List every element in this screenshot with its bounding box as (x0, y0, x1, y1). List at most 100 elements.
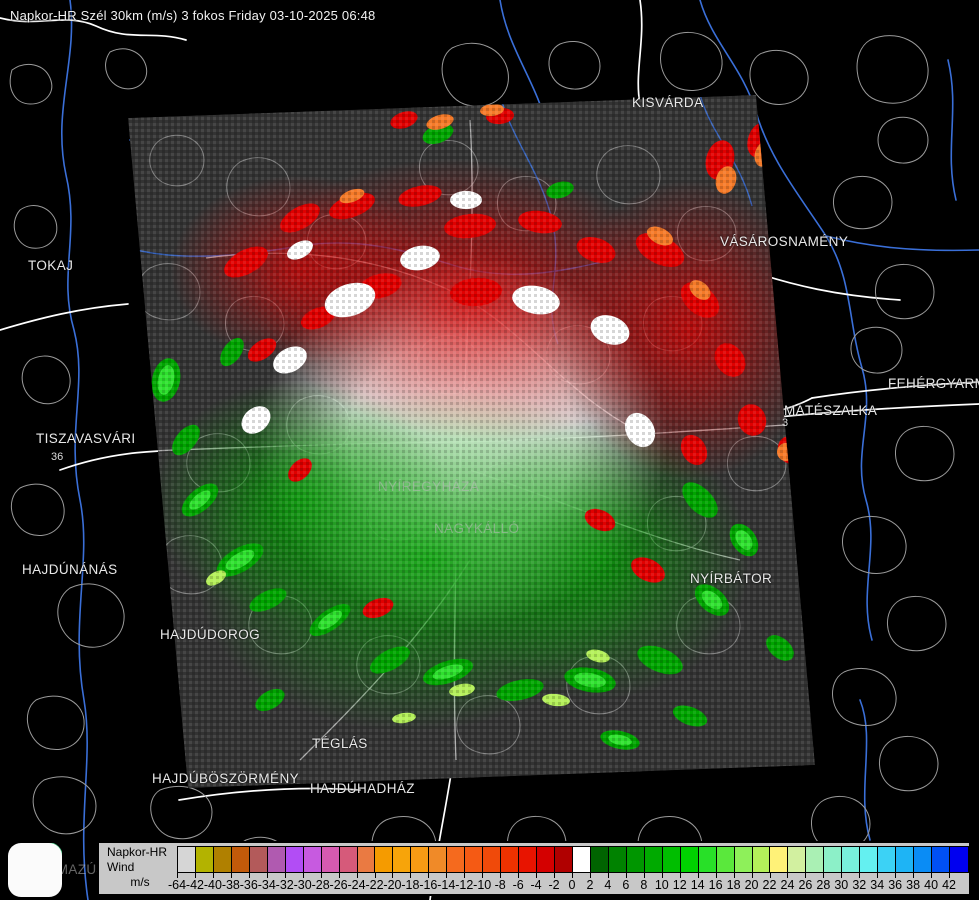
legend-tick-mark (428, 872, 430, 878)
legend-tick-mark (177, 872, 178, 878)
legend-swatch[interactable] (662, 847, 681, 872)
legend-swatch[interactable] (249, 847, 268, 872)
legend-swatch[interactable] (698, 847, 717, 872)
legend-tick-mark (464, 872, 466, 878)
legend-swatch[interactable] (178, 847, 196, 872)
legend-swatch[interactable] (716, 847, 735, 872)
legend-tick-mark (751, 872, 753, 878)
legend-tick-mark (320, 872, 322, 878)
legend-tick-mark (823, 872, 825, 878)
legend-swatch[interactable] (195, 847, 214, 872)
legend-swatch[interactable] (555, 847, 573, 872)
legend-swatch[interactable] (339, 847, 358, 872)
legend-tick-label: -18 (401, 878, 420, 892)
legend-tick-mark (554, 872, 556, 878)
legend-tick-mark (410, 872, 412, 878)
legend-swatch[interactable] (465, 847, 484, 872)
legend-tick-label: 2 (586, 878, 594, 892)
legend-swatch[interactable] (590, 847, 609, 872)
legend-swatch[interactable] (680, 847, 699, 872)
legend-tick-mark (374, 872, 376, 878)
legend-tick-mark (194, 872, 196, 878)
legend-swatch[interactable] (896, 847, 915, 872)
legend-tick-label: 10 (654, 878, 669, 892)
legend-swatch[interactable] (321, 847, 340, 872)
legend-tick-label: 38 (906, 878, 921, 892)
legend-swatch[interactable] (878, 847, 897, 872)
legend-tick-mark (913, 872, 915, 878)
legend-swatch[interactable] (357, 847, 376, 872)
legend-swatch[interactable] (429, 847, 448, 872)
legend-swatch[interactable] (770, 847, 789, 872)
product-title: Napkor-HR Szél 30km (m/s) 3 fokos Friday… (10, 8, 376, 23)
legend-swatch[interactable] (537, 847, 556, 872)
legend-tick-mark (715, 872, 717, 878)
legend-tick-mark (877, 872, 879, 878)
legend-swatch[interactable] (519, 847, 538, 872)
legend-swatch[interactable] (949, 847, 968, 872)
spiral-logo[interactable] (8, 842, 63, 897)
legend-tick-mark (607, 872, 609, 878)
legend-swatch[interactable] (914, 847, 933, 872)
legend-swatches[interactable] (177, 846, 969, 873)
legend-swatch[interactable] (824, 847, 843, 872)
legend-tick-mark (949, 872, 951, 878)
legend-tick-mark (733, 872, 735, 878)
legend-tick-label: -10 (473, 878, 492, 892)
legend-swatch[interactable] (375, 847, 394, 872)
legend-tick-mark (446, 872, 448, 878)
legend-tick-mark (338, 872, 340, 878)
legend-swatch[interactable] (608, 847, 627, 872)
legend-swatch[interactable] (644, 847, 663, 872)
legend-tick-label: 6 (622, 878, 630, 892)
legend-swatch[interactable] (213, 847, 232, 872)
legend-tick-mark (625, 872, 627, 878)
legend-tick-label: -28 (311, 878, 330, 892)
legend-swatch[interactable] (411, 847, 430, 872)
legend-tick-mark (805, 872, 807, 878)
legend-tick-mark (895, 872, 897, 878)
legend-tick-mark (248, 872, 250, 878)
radar-coverage-area[interactable] (128, 95, 820, 788)
legend-tick-label: -8 (494, 878, 506, 892)
legend-tick-label: -36 (239, 878, 258, 892)
road-number-marker: 36 (51, 451, 64, 463)
legend-tick-label: 14 (690, 878, 705, 892)
legend-tick-label: -34 (257, 878, 276, 892)
legend-tick-mark (679, 872, 681, 878)
legend-swatch[interactable] (806, 847, 825, 872)
legend-tick-label: -6 (512, 878, 524, 892)
legend-swatch[interactable] (231, 847, 250, 872)
legend-swatch[interactable] (734, 847, 753, 872)
legend-swatch[interactable] (483, 847, 502, 872)
legend-tick-label: 12 (672, 878, 687, 892)
legend-tick-mark (482, 872, 484, 878)
legend-tick-mark (356, 872, 358, 878)
legend-swatch[interactable] (626, 847, 645, 872)
legend-swatch[interactable] (393, 847, 412, 872)
color-scale-legend[interactable]: Napkor-HR Wind m/s -64 -42 -40 -38 -36 -34 -32… (97, 841, 971, 896)
legend-swatch[interactable] (932, 847, 950, 872)
legend-swatch[interactable] (501, 847, 520, 872)
legend-tick-label: -40 (203, 878, 222, 892)
legend-swatch[interactable] (860, 847, 879, 872)
legend-tick-mark (697, 872, 699, 878)
legend-swatch[interactable] (447, 847, 466, 872)
legend-swatch[interactable] (285, 847, 304, 872)
legend-tick-label: 32 (852, 878, 867, 892)
legend-tick-mark (536, 872, 538, 878)
legend-swatch[interactable] (267, 847, 286, 872)
legend-tick-label: -14 (437, 878, 456, 892)
legend-tick-label: -32 (275, 878, 294, 892)
legend-swatch[interactable] (572, 847, 591, 872)
legend-swatch[interactable] (303, 847, 322, 872)
legend-tick-label: 34 (870, 878, 885, 892)
legend-tick-label: -2 (548, 878, 560, 892)
legend-tick-label: 8 (640, 878, 648, 892)
legend-swatch[interactable] (788, 847, 807, 872)
legend-tick-label: 28 (816, 878, 831, 892)
legend-swatch[interactable] (842, 847, 861, 872)
legend-swatch[interactable] (752, 847, 771, 872)
